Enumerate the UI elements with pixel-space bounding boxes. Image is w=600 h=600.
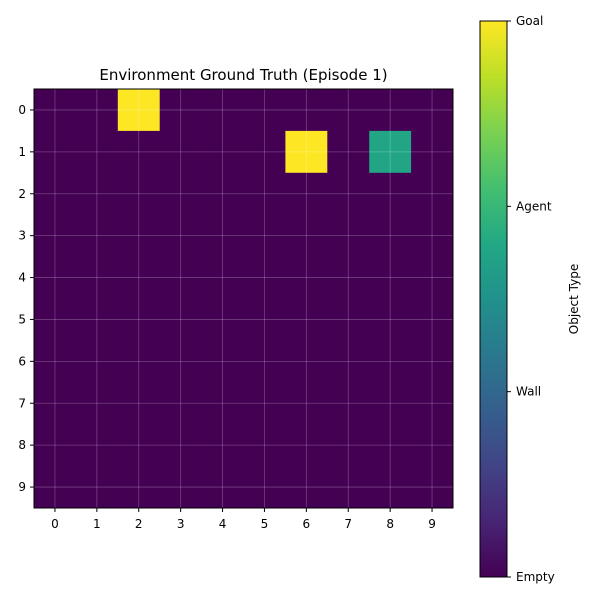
x-tick-label: 4	[219, 517, 227, 531]
x-tick-label: 6	[303, 517, 311, 531]
y-tick-label: 7	[18, 396, 26, 410]
colorbar-tick-label: Empty	[516, 570, 555, 584]
plot-area	[33, 88, 454, 509]
x-tick-label: 3	[177, 517, 185, 531]
heatmap-cell-goal	[285, 130, 328, 173]
colorbar-tick-label: Wall	[516, 385, 541, 399]
y-tick-label: 4	[18, 271, 26, 285]
x-tick-label: 9	[428, 517, 436, 531]
y-tick-label: 5	[18, 312, 26, 326]
grid-lines	[34, 89, 453, 508]
plot-frame	[33, 88, 454, 509]
colorbar-gradient	[479, 20, 508, 578]
colorbar-ticks: Empty Wall Agent Goal	[507, 14, 555, 584]
colorbar: Empty Wall Agent Goal Object Type	[479, 14, 581, 584]
y-tick-label: 1	[18, 145, 26, 159]
y-tick-label: 2	[18, 187, 26, 201]
x-tick-label: 2	[135, 517, 143, 531]
chart-title: Environment Ground Truth (Episode 1)	[99, 66, 387, 84]
y-tick-label: 3	[18, 229, 26, 243]
colorbar-tick-label: Agent	[516, 199, 552, 213]
y-tick-label: 8	[18, 438, 26, 452]
colorbar-label: Object Type	[567, 264, 581, 334]
colorbar-tick-label: Goal	[516, 14, 543, 28]
heatmap-cell-goal	[117, 89, 160, 131]
heatmap-cells	[117, 89, 412, 173]
x-tick-label: 7	[344, 517, 352, 531]
y-tick-label: 9	[18, 480, 26, 494]
x-tick-label: 0	[51, 517, 59, 531]
x-axis: 0 1 2 3 4 5 6 7 8 9	[51, 508, 436, 531]
x-tick-label: 8	[386, 517, 394, 531]
y-axis: 0 1 2 3 4 5 6 7 8 9	[18, 103, 34, 494]
x-tick-label: 1	[93, 517, 101, 531]
y-tick-label: 0	[18, 103, 26, 117]
y-tick-label: 6	[18, 354, 26, 368]
heatmap-cell-agent	[369, 130, 412, 173]
x-tick-label: 5	[261, 517, 269, 531]
